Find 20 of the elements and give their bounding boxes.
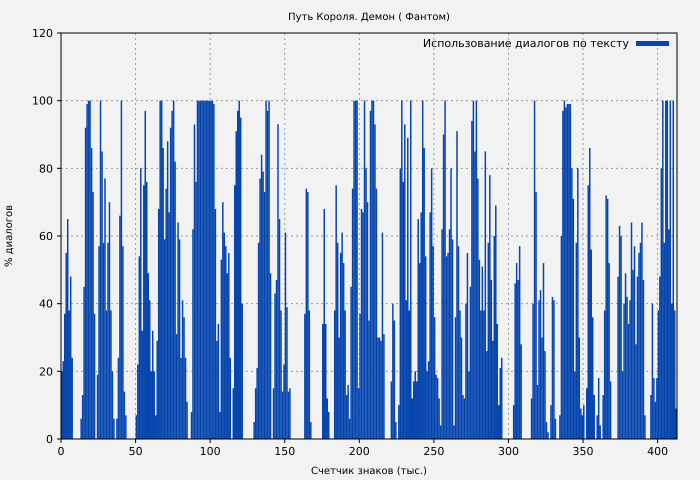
y-axis-title: % диалогов — [4, 204, 15, 267]
x-axis-title: Счетчик знаков (тыс.) — [311, 466, 428, 477]
x-tick-label: 0 — [58, 445, 64, 458]
y-tick-label: 20 — [39, 365, 53, 378]
y-tick-label: 0 — [46, 433, 53, 446]
y-tick-label: 100 — [32, 94, 53, 108]
x-tick-label: 100 — [200, 445, 221, 458]
x-tick-label: 300 — [498, 445, 519, 458]
y-tick-label: 80 — [39, 162, 53, 176]
y-tick-label: 120 — [32, 27, 53, 40]
chart-title: Путь Короля. Демон ( Фантом) — [288, 12, 450, 23]
y-tick-label: 40 — [39, 298, 53, 311]
legend-label: Использование диалогов по тексту — [422, 37, 630, 50]
x-tick-label: 150 — [274, 445, 296, 458]
x-tick-label: 400 — [647, 445, 668, 458]
x-tick-label: 250 — [423, 445, 444, 458]
x-tick-label: 200 — [348, 445, 370, 458]
y-tick-label: 60 — [39, 230, 53, 243]
x-tick-label: 350 — [572, 445, 594, 458]
x-tick-label: 50 — [128, 445, 143, 458]
